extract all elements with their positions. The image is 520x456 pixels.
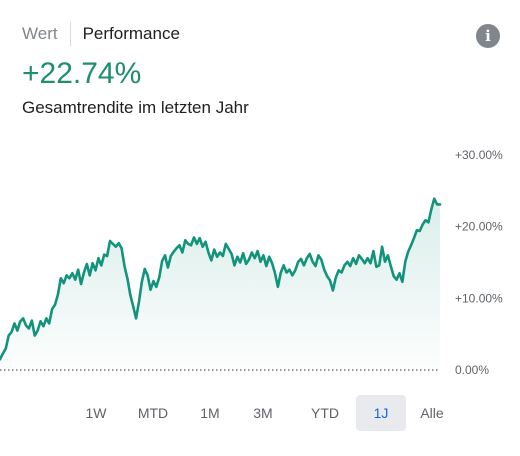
range-alle[interactable]: Alle xyxy=(420,405,444,421)
y-tick-label: +30.00% xyxy=(455,148,503,162)
view-tabs: Wert Performance xyxy=(22,22,180,46)
range-mtd[interactable]: MTD xyxy=(137,405,169,421)
tab-divider xyxy=(69,22,71,46)
time-range-selector: 1W MTD 1M 3M YTD 1J Alle xyxy=(74,395,458,431)
y-tick-label: +10.00% xyxy=(455,291,503,305)
tab-performance[interactable]: Performance xyxy=(82,24,180,43)
performance-area xyxy=(0,198,440,370)
performance-line xyxy=(0,197,442,361)
tab-wert[interactable]: Wert xyxy=(22,24,58,43)
y-tick-label: 0.00% xyxy=(455,363,489,377)
total-return-caption: Gesamtrendite im letzten Jahr xyxy=(22,98,249,117)
range-1w[interactable]: 1W xyxy=(85,405,107,421)
performance-chart: +30.00% +20.00% +10.00% 0.00% xyxy=(0,148,503,377)
range-1j[interactable]: 1J xyxy=(356,395,406,431)
range-3m[interactable]: 3M xyxy=(253,405,273,421)
y-tick-label: +20.00% xyxy=(455,220,503,234)
info-icon[interactable]: i xyxy=(476,24,500,48)
total-return-value: +22.74% xyxy=(22,57,142,90)
range-ytd[interactable]: YTD xyxy=(311,405,339,421)
range-1m[interactable]: 1M xyxy=(200,405,220,421)
